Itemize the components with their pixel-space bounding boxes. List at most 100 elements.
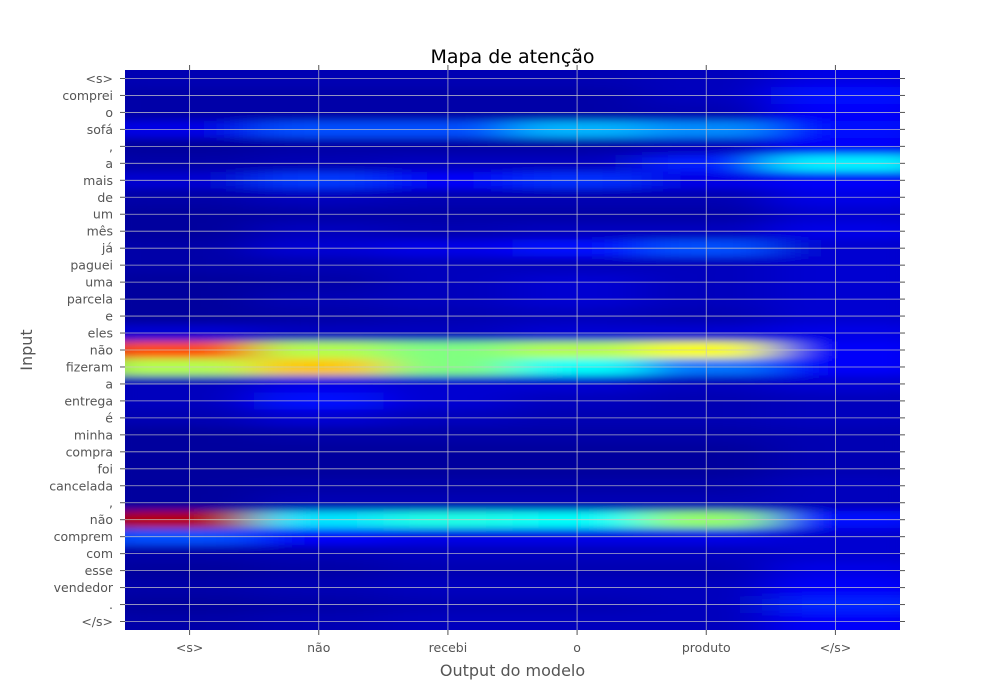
heatmap-cell: [383, 613, 514, 630]
y-tick-label: parcela: [67, 292, 113, 307]
heatmap-cell: [641, 239, 772, 258]
heatmap-cell: [383, 290, 514, 309]
heatmap-cell: [512, 307, 643, 326]
y-tick-label: de: [97, 190, 113, 205]
y-tick-label: o: [105, 105, 113, 120]
heatmap-cell: [125, 545, 256, 564]
y-tick-label: a: [105, 156, 113, 171]
heatmap-cell: [383, 477, 514, 496]
y-tick-label: já: [101, 241, 113, 256]
heatmap-cell: [641, 358, 772, 377]
heatmap-cell: [383, 409, 514, 428]
heatmap-cell: [383, 596, 514, 615]
y-tick-label: um: [93, 207, 113, 222]
heatmap-cell: [770, 613, 900, 630]
heatmap-cell: [512, 290, 643, 309]
heatmap-cell: [254, 494, 385, 513]
heatmap-cell: [383, 562, 514, 581]
heatmap-cell: [770, 443, 900, 462]
heatmap-cell: [641, 137, 772, 156]
heatmap-cell: [641, 324, 772, 343]
heatmap-cell: [512, 239, 643, 258]
heatmap-cell: [770, 375, 900, 394]
heatmap-cell: [641, 460, 772, 479]
y-tick-label: .: [109, 597, 113, 612]
heatmap-cell: [512, 273, 643, 292]
y-tick-label: sofá: [87, 122, 113, 137]
heatmap-cell: [512, 375, 643, 394]
heatmap-cell: [125, 460, 256, 479]
y-tick-label: vendedor: [54, 580, 114, 595]
heatmap-cell: [770, 120, 900, 139]
heatmap-cell: [512, 324, 643, 343]
heatmap-cell: [254, 290, 385, 309]
x-tick-label: produto: [682, 640, 731, 655]
heatmap-cell: [254, 443, 385, 462]
heatmap-cell: [770, 222, 900, 241]
heatmap-cell: [254, 426, 385, 445]
heatmap-cell: [254, 324, 385, 343]
heatmap-cell: [254, 239, 385, 258]
heatmap-cell: [383, 579, 514, 598]
y-tick-label: e: [105, 309, 113, 324]
heatmap-cell: [641, 443, 772, 462]
heatmap-cell: [254, 511, 385, 530]
heatmap-cell: [770, 511, 900, 530]
heatmap-cell: [125, 222, 256, 241]
heatmap-cell: [383, 154, 514, 173]
heatmap-cell: [383, 324, 514, 343]
heatmap-cell: [383, 358, 514, 377]
heatmap-cell: [383, 273, 514, 292]
heatmap-cell: [383, 103, 514, 122]
y-tick-label: foi: [97, 461, 113, 476]
x-tick-label: recebi: [429, 640, 468, 655]
y-tick-label: fizeram: [66, 359, 113, 374]
heatmap-cell: [641, 409, 772, 428]
heatmap-cell: [641, 596, 772, 615]
heatmap-cell: [125, 205, 256, 224]
heatmap-cell: [254, 596, 385, 615]
heatmap-cell: [383, 222, 514, 241]
heatmap-cell: [770, 290, 900, 309]
heatmap-cell: [254, 273, 385, 292]
y-tick-label: paguei: [70, 258, 113, 273]
heatmap-cell: [125, 256, 256, 275]
heatmap-cell: [254, 392, 385, 411]
heatmap-cell: [512, 562, 643, 581]
heatmap-cell: [125, 392, 256, 411]
heatmap-cell: [770, 256, 900, 275]
heatmap-cell: [383, 120, 514, 139]
heatmap-cell: [125, 528, 256, 547]
tick-marks: [120, 65, 905, 635]
heatmap-cell: [512, 86, 643, 105]
heatmap-cell: [770, 528, 900, 547]
heatmap-cell: [641, 562, 772, 581]
heatmap-cell: [512, 188, 643, 207]
heatmap-cell: [125, 324, 256, 343]
heatmap-cell: [770, 307, 900, 326]
heatmap-cell: [770, 171, 900, 190]
heatmap-cell: [641, 70, 772, 88]
heatmap-cell: [254, 545, 385, 564]
heatmap-cell: [641, 494, 772, 513]
heatmap-cell: [254, 358, 385, 377]
heatmap-cell: [125, 409, 256, 428]
heatmap-cell: [125, 477, 256, 496]
heatmap-cell: [641, 205, 772, 224]
y-tick-label: esse: [85, 563, 114, 578]
heatmap-cell: [125, 562, 256, 581]
heatmap-cell: [770, 137, 900, 156]
heatmap-cell: [641, 86, 772, 105]
heatmap-cell: [125, 579, 256, 598]
heatmap-cell: [125, 273, 256, 292]
heatmap-cell: [512, 120, 643, 139]
heatmap-cell: [254, 375, 385, 394]
chart-title: Mapa de atenção: [430, 46, 594, 68]
heatmap-cell: [125, 307, 256, 326]
heatmap-cell: [383, 70, 514, 88]
heatmap-cell: [125, 511, 256, 530]
heatmap-cell: [254, 171, 385, 190]
heatmap-cell: [383, 528, 514, 547]
heatmap-cell: [770, 188, 900, 207]
